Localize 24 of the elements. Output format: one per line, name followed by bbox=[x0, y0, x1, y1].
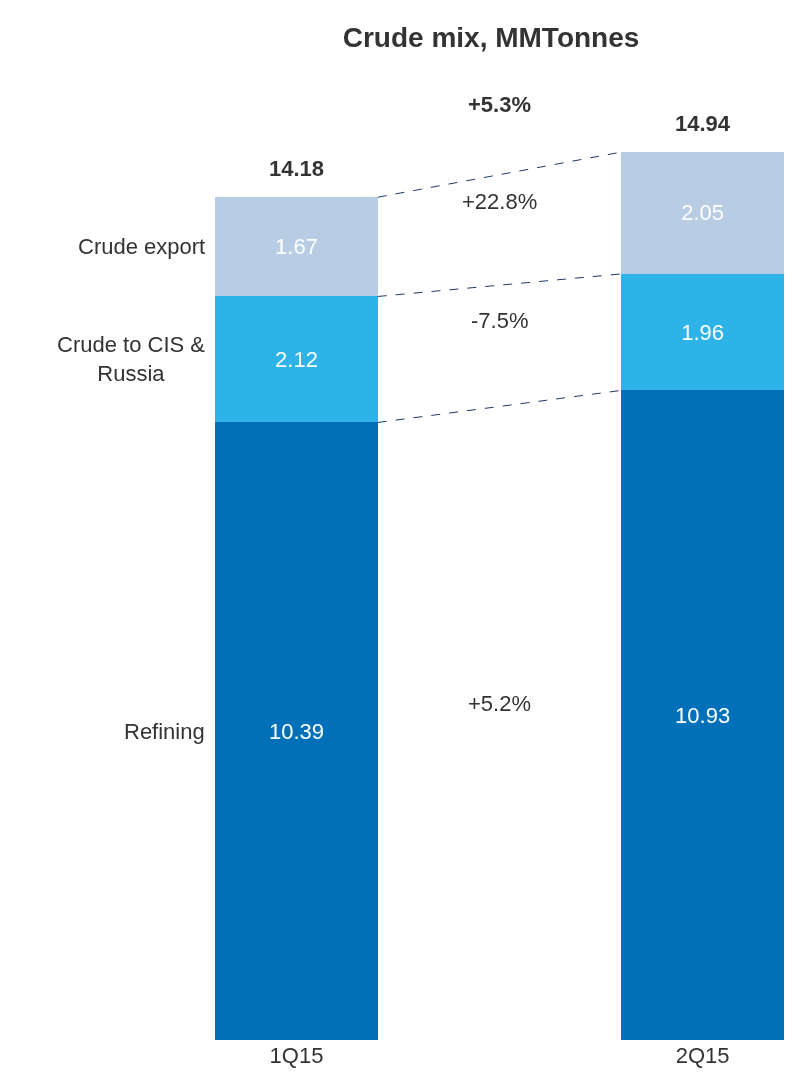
data-label: 2.12 bbox=[275, 346, 318, 372]
bar bbox=[215, 296, 378, 423]
series-label: Crude to CIS & Russia bbox=[57, 332, 206, 386]
annotation: -7.5% bbox=[471, 308, 529, 333]
data-label: 10.93 bbox=[675, 702, 731, 728]
data-label: 2.05 bbox=[681, 200, 725, 226]
annotation: +22.8% bbox=[462, 189, 538, 214]
data-label: 1.67 bbox=[275, 234, 318, 260]
series-label: Crude export bbox=[78, 234, 206, 259]
bar bbox=[215, 422, 378, 1040]
x-tick-label: 1Q15 bbox=[269, 1043, 324, 1068]
total-label: 14.94 bbox=[675, 111, 731, 136]
chart-title: Crude mix, MMTonnes bbox=[342, 21, 640, 53]
annotation: +5.2% bbox=[468, 691, 531, 716]
series-label: Refining bbox=[124, 719, 205, 744]
data-label: 1.96 bbox=[681, 319, 725, 345]
bar bbox=[215, 197, 378, 297]
text: +5.3% bbox=[468, 92, 531, 117]
data-label: 10.39 bbox=[268, 718, 325, 744]
bar bbox=[621, 152, 784, 274]
x-tick-label: 2Q15 bbox=[675, 1043, 730, 1068]
bar bbox=[621, 390, 784, 1040]
bar bbox=[621, 273, 784, 391]
total-label: 14.18 bbox=[269, 156, 325, 181]
